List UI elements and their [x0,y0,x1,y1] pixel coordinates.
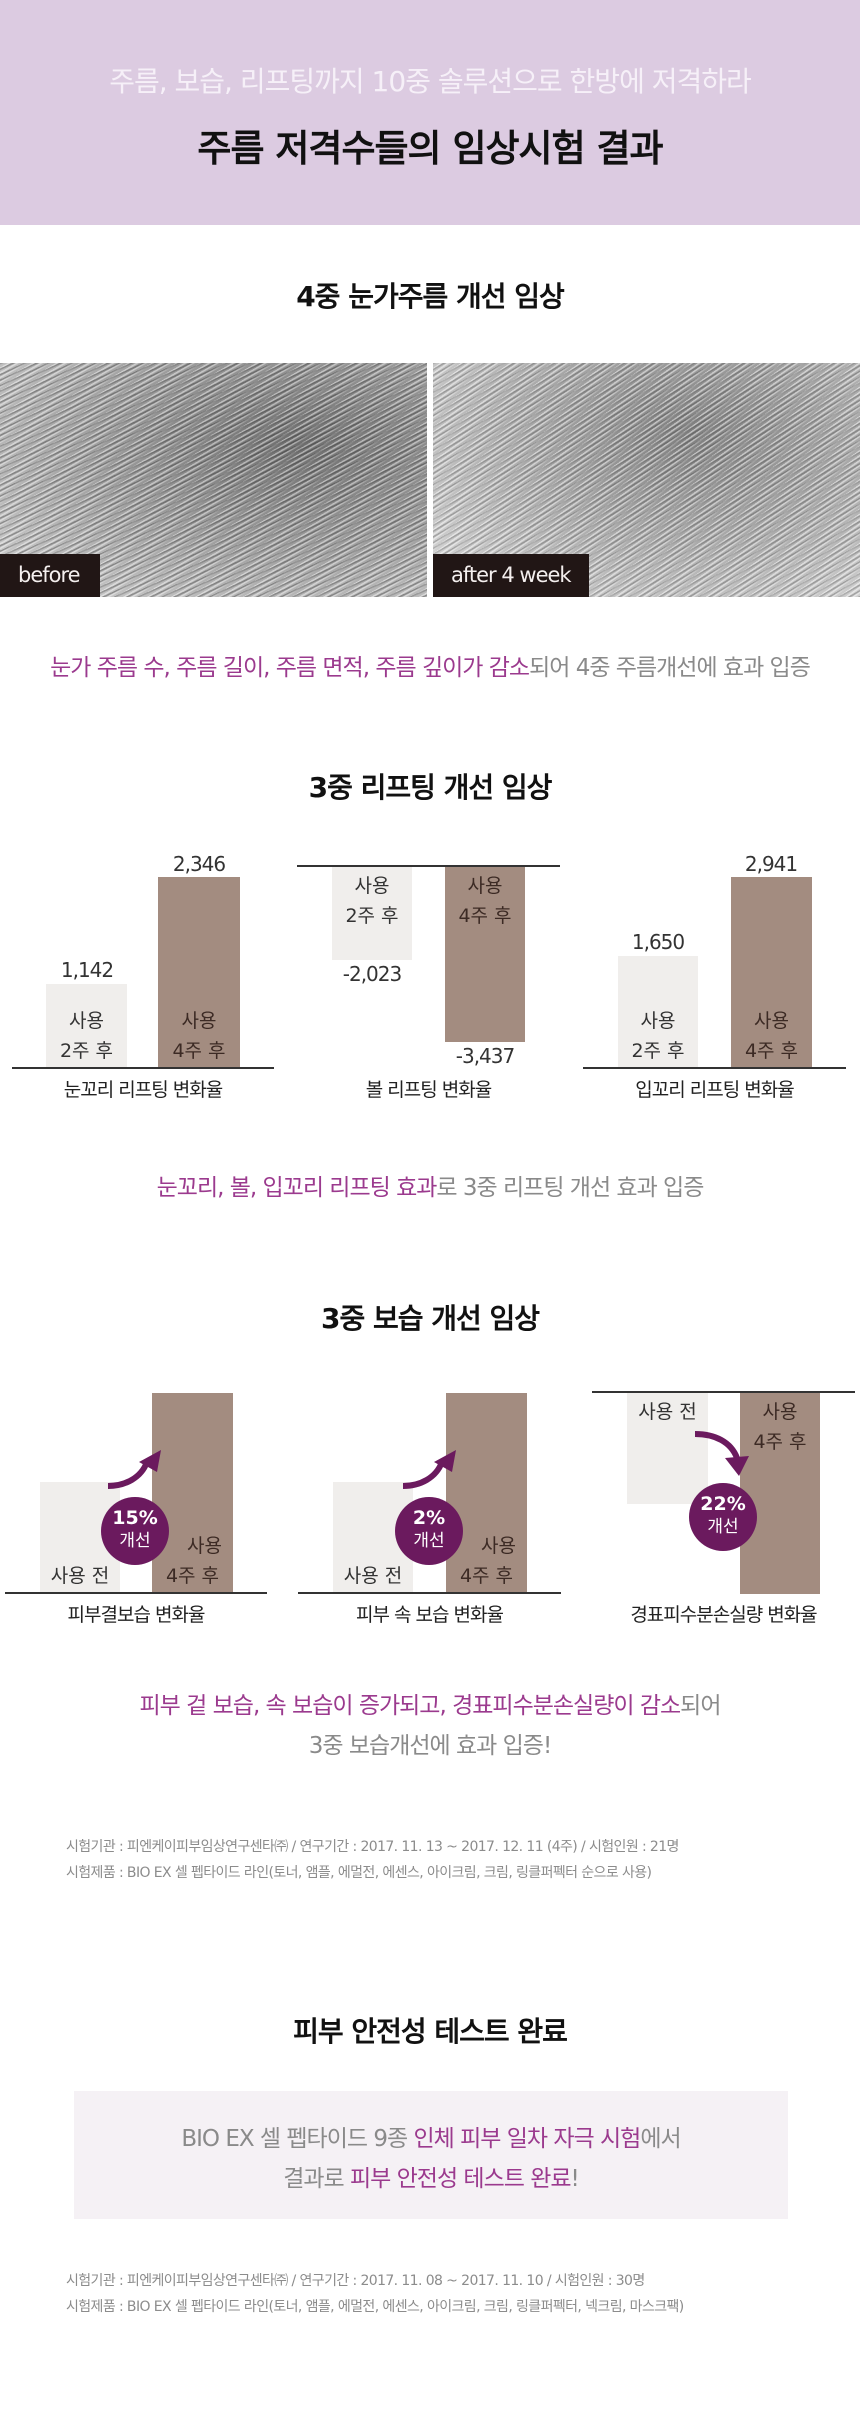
badge-percent: 15% [112,1507,158,1529]
baseline [583,1067,846,1069]
badge-label: 개선 [707,1517,739,1537]
bar-after: 사용 4주 후 [446,1393,527,1593]
bar-2wk: 사용 2주 후 [46,984,127,1068]
bar-label-line1: 사용 [181,1010,217,1032]
value-4wk: 2,346 [172,852,226,876]
bar-before: 사용 전 [40,1482,120,1593]
safety-line2: 결과로 피부 안전성 테스트 완료! [74,2159,788,2193]
bar-label-line1: 사용 [481,1535,516,1557]
baseline [298,1592,561,1594]
bar-label-line2: 4주 후 [172,1040,226,1062]
value-2wk: -2,023 [342,962,402,986]
value-2wk: 1,142 [60,958,114,982]
hero-title: 주름 저격수들의 임상시험 결과 [197,127,663,170]
moisture-note-line2: 시험제품 : BIO EX 셀 펩타이드 라인(토너, 앰플, 에멀전, 에센스… [66,1865,652,1881]
bar-before: 사용 전 [627,1393,708,1504]
chart-label: 눈꼬리 리프팅 변화율 [63,1079,223,1101]
moisture-caption-rest: 되어 [680,1693,721,1719]
safety-line1-post: 에서 [640,2126,681,2152]
wrinkle-caption: 눈가 주름 수, 주름 길이, 주름 면적, 주름 깊이가 감소되어 4중 주름… [0,648,860,682]
improvement-badge: 15% 개선 [101,1497,169,1565]
value-4wk: -3,437 [455,1044,515,1068]
bar-label-line2: 4주 후 [165,1565,220,1587]
baseline [297,865,560,867]
improvement-badge: 2% 개선 [395,1497,463,1565]
safety-line2-accent: 피부 안전성 테스트 완료 [350,2166,572,2192]
bar-label-line2: 2주 후 [345,905,399,927]
safety-line2-pre: 결과로 [283,2166,350,2192]
badge-percent: 22% [700,1493,746,1515]
moisture-caption-line1: 피부 겉 보습, 속 보습이 증가되고, 경표피수분손실량이 감소되어 [0,1686,860,1720]
bar-2wk: 사용 2주 후 [332,867,412,960]
moisture-section-title: 3중 보습 개선 임상 [320,1302,540,1335]
bar-label-line1: 사용 [187,1535,222,1557]
safety-section-title: 피부 안전성 테스트 완료 [293,2015,568,2048]
bar-label-line2: 2주 후 [59,1040,114,1062]
safety-line1: BIO EX 셀 펩타이드 9종 인체 피부 일차 자극 시험에서 [74,2119,788,2153]
bar-label-line2: 4주 후 [753,1431,807,1453]
chart-label: 피부 속 보습 변화율 [356,1604,504,1626]
moisture-caption-accent: 피부 겉 보습, 속 보습이 증가되고, 경표피수분손실량이 감소 [139,1693,682,1719]
bar-label: 사용 전 [50,1565,110,1587]
bar-4wk: 사용 4주 후 [731,877,812,1068]
moisture-note-line1: 시험기관 : 피엔케이피부임상연구센타㈜ / 연구기간 : 2017. 11. … [66,1839,679,1855]
bar-label-line1: 사용 [467,875,503,897]
safety-note-line1: 시험기관 : 피엔케이피부임상연구센타㈜ / 연구기간 : 2017. 11. … [66,2273,645,2289]
bar-label: 사용 전 [638,1401,697,1423]
before-photo: before [0,363,427,597]
bar-4wk: 사용 4주 후 [445,867,525,1042]
baseline [592,1391,855,1393]
baseline [5,1592,267,1594]
hero-subtitle: 주름, 보습, 리프팅까지 10중 솔루션으로 한방에 저격하라 [109,65,752,98]
bar-2wk: 사용 2주 후 [618,956,698,1068]
wrinkle-section-title: 4중 눈가주름 개선 임상 [296,280,565,313]
safety-result-box: BIO EX 셀 펩타이드 9종 인체 피부 일차 자극 시험에서 결과로 피부… [74,2091,788,2219]
bar-label-line2: 2주 후 [631,1040,685,1062]
bar-4wk: 사용 4주 후 [158,877,240,1068]
chart-label: 경표피수분손실량 변화율 [630,1604,817,1626]
lifting-caption: 눈꼬리, 볼, 입꼬리 리프팅 효과로 3중 리프팅 개선 효과 입증 [0,1168,860,1202]
bar-label-line1: 사용 [762,1401,798,1423]
safety-note-line2: 시험제품 : BIO EX 셀 펩타이드 라인(토너, 앰플, 에멀전, 에센스… [66,2299,684,2315]
bar-label-line1: 사용 [69,1010,104,1032]
before-label: before [0,554,100,597]
bar-label-line2: 4주 후 [458,905,512,927]
bar-after: 사용 4주 후 [740,1393,820,1594]
safety-line2-post: ! [570,2166,580,2192]
bar-label-line2: 4주 후 [744,1040,799,1062]
bar-label-line1: 사용 [754,1010,789,1032]
bar-after: 사용 4주 후 [152,1393,233,1593]
bar-label: 사용 전 [343,1565,403,1587]
badge-label: 개선 [119,1531,151,1551]
badge-label: 개선 [413,1531,445,1551]
bar-label-line2: 4주 후 [459,1565,514,1587]
wrinkle-caption-rest: 되어 4중 주름개선에 효과 입증 [529,655,811,681]
value-4wk: 2,941 [744,852,798,876]
improvement-badge: 22% 개선 [689,1483,757,1551]
chart-label: 볼 리프팅 변화율 [365,1079,492,1101]
down-arrow-icon [694,1431,749,1476]
after-photo: after 4 week [433,363,860,597]
up-arrow-icon [107,1450,161,1489]
value-2wk: 1,650 [631,930,685,954]
bar-label-line1: 사용 [354,875,390,897]
after-label: after 4 week [433,554,589,597]
chart-label: 입꼬리 리프팅 변화율 [635,1079,794,1101]
chart-label: 피부결보습 변화율 [67,1604,206,1626]
up-arrow-icon [402,1450,456,1489]
baseline [12,1067,274,1069]
wrinkle-caption-accent: 눈가 주름 수, 주름 길이, 주름 면적, 주름 깊이가 감소 [50,655,530,681]
lifting-caption-rest: 로 3중 리프팅 개선 효과 입증 [436,1175,704,1201]
badge-percent: 2% [412,1507,446,1529]
lifting-section-title: 3중 리프팅 개선 임상 [308,771,553,804]
bar-label-line1: 사용 [640,1010,676,1032]
safety-line1-pre: BIO EX 셀 펩타이드 9종 [181,2126,414,2152]
moisture-caption-line2: 3중 보습개선에 효과 입증! [308,1733,552,1759]
lifting-caption-accent: 눈꼬리, 볼, 입꼬리 리프팅 효과 [156,1175,438,1201]
hero-banner [0,0,860,225]
safety-line1-accent: 인체 피부 일차 자극 시험 [413,2126,641,2152]
